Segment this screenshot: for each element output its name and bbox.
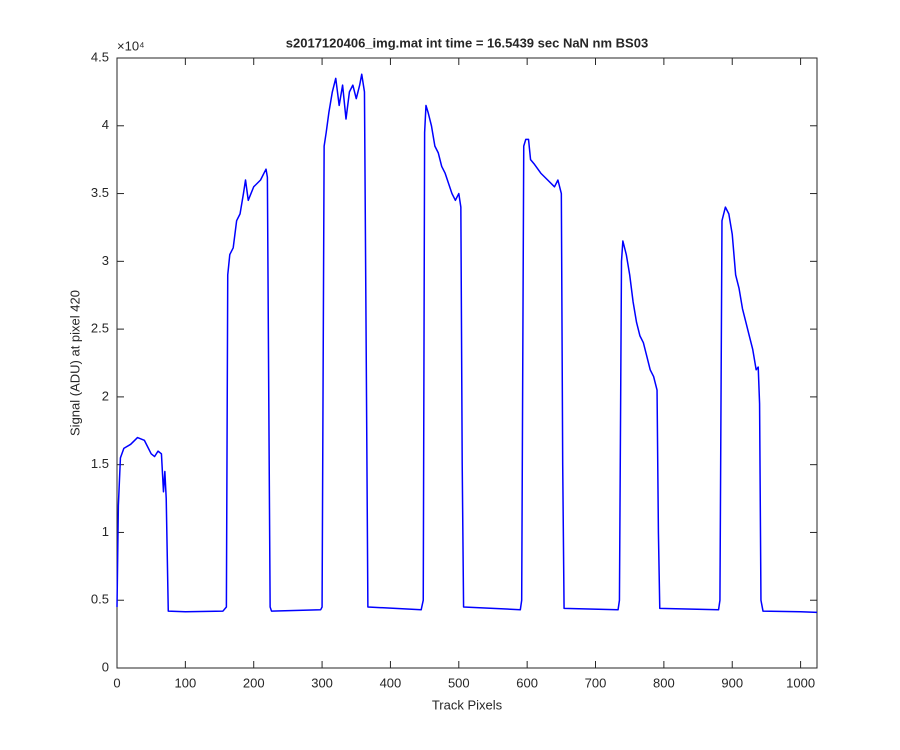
x-tick-label: 900 bbox=[721, 675, 743, 690]
x-tick-label: 800 bbox=[653, 675, 675, 690]
y-axis-label: Signal (ADU) at pixel 420 bbox=[67, 290, 82, 436]
x-tick-label: 1000 bbox=[786, 675, 815, 690]
y-tick-label: 3.5 bbox=[91, 185, 109, 200]
x-tick-label: 500 bbox=[448, 675, 470, 690]
y-tick-label: 0 bbox=[102, 659, 109, 674]
y-tick-label: 1 bbox=[102, 524, 109, 539]
plot-frame bbox=[116, 57, 818, 669]
x-tick-label: 0 bbox=[113, 675, 120, 690]
x-tick-label: 400 bbox=[380, 675, 402, 690]
x-tick-label: 600 bbox=[516, 675, 538, 690]
data-line bbox=[116, 73, 818, 614]
y-tick-label: 1.5 bbox=[91, 456, 109, 471]
x-tick-label: 700 bbox=[585, 675, 607, 690]
x-axis-label: Track Pixels bbox=[432, 697, 503, 712]
y-tick-label: 4 bbox=[102, 117, 109, 132]
x-tick-label: 200 bbox=[243, 675, 265, 690]
chart-title: s2017120406_img.mat int time = 16.5439 s… bbox=[286, 35, 648, 50]
y-tick-label: 2 bbox=[102, 388, 109, 403]
x-tick-label: 100 bbox=[175, 675, 197, 690]
y-exponent-label: ×10⁴ bbox=[117, 38, 145, 53]
x-tick-label: 300 bbox=[311, 675, 333, 690]
y-tick-label: 2.5 bbox=[91, 321, 109, 336]
y-tick-label: 4.5 bbox=[91, 49, 109, 64]
y-tick-label: 0.5 bbox=[91, 592, 109, 607]
y-tick-label: 3 bbox=[102, 253, 109, 268]
